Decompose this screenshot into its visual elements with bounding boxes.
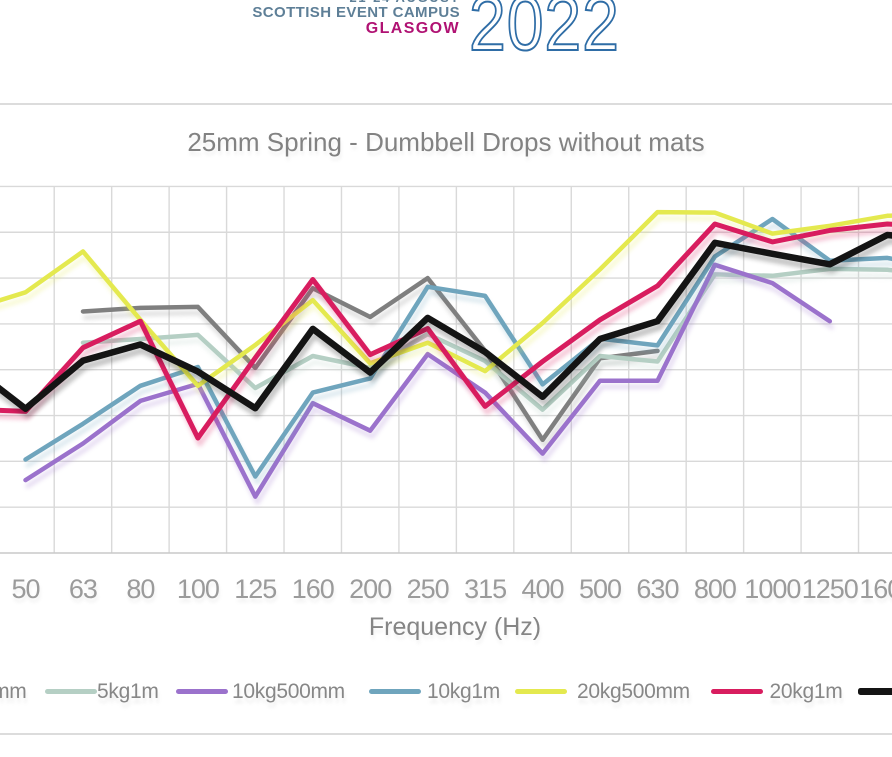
series-shadow-unlabeled xyxy=(0,237,892,418)
legend-label-20kg1m: 20kg1m xyxy=(769,680,843,703)
event-logo: 21-24 AUGUST SCOTTISH EVENT CAMPUS GLASG… xyxy=(0,0,460,38)
x-tick-label-500: 500 xyxy=(578,574,622,604)
legend-swatch-10kg500mm xyxy=(175,689,228,694)
footer-divider xyxy=(0,733,892,735)
x-tick-label-1000: 1000 xyxy=(744,574,801,604)
legend-swatch-10kg1m xyxy=(368,689,421,694)
series-line-20kg500mm xyxy=(0,209,892,389)
series-line-unlabeled xyxy=(0,231,892,412)
legend-swatch-5kg1m xyxy=(44,689,97,694)
logo-dates-line: 21-24 AUGUST xyxy=(0,0,460,5)
legend-label-20kg500mm: 20kg500mm xyxy=(577,680,690,703)
series-shadow-10kg500mm xyxy=(25,268,835,505)
grid-lines xyxy=(0,185,892,554)
x-tick-label-100: 100 xyxy=(176,574,220,604)
x-tick-label-125: 125 xyxy=(234,574,277,604)
legend-swatch-20kg1m xyxy=(711,689,764,694)
x-tick-label-800: 800 xyxy=(693,574,737,604)
x-tick-label-1250: 1250 xyxy=(801,574,859,604)
series-line-20kg1m xyxy=(0,221,892,441)
x-tick-label-63: 63 xyxy=(68,574,98,604)
chart-title: 25mm Spring - Dumbbell Drops without mat… xyxy=(187,127,705,157)
logo-venue-line: SCOTTISH EVENT CAMPUS xyxy=(252,3,460,21)
logo-year: 2022 xyxy=(468,0,620,67)
series-lines xyxy=(0,209,892,505)
x-tick-label-1600: 1600 xyxy=(859,574,892,604)
x-tick-label-250: 250 xyxy=(406,574,450,604)
legend-label-10kg1m: 10kg1m xyxy=(427,680,500,703)
x-tick-label-50: 50 xyxy=(11,574,40,604)
x-tick-label-200: 200 xyxy=(349,574,392,604)
x-tick-label-160: 160 xyxy=(291,574,335,604)
header-divider xyxy=(0,103,892,105)
legend-swatch-unlabeled xyxy=(858,688,892,695)
x-tick-label-400: 400 xyxy=(521,574,565,604)
x-axis-title: Frequency (Hz) xyxy=(368,613,542,641)
legend-label-5kg1m: 5kg1m xyxy=(97,680,159,703)
legend-label-5kg500mm: 5kg500mm xyxy=(0,680,27,703)
series-line-10kg500mm xyxy=(23,262,833,499)
legend-label-10kg500mm: 10kg500mm xyxy=(232,680,345,703)
legend-swatch-20kg500mm xyxy=(515,689,567,694)
x-tick-label-315: 315 xyxy=(464,574,507,604)
series-line-5kg500mm xyxy=(80,275,660,443)
series-shadow-5kg500mm xyxy=(82,281,662,449)
logo-city-line: GLASGOW xyxy=(365,19,460,37)
x-tick-label-630: 630 xyxy=(636,574,679,604)
x-tick-label-80: 80 xyxy=(126,574,155,604)
